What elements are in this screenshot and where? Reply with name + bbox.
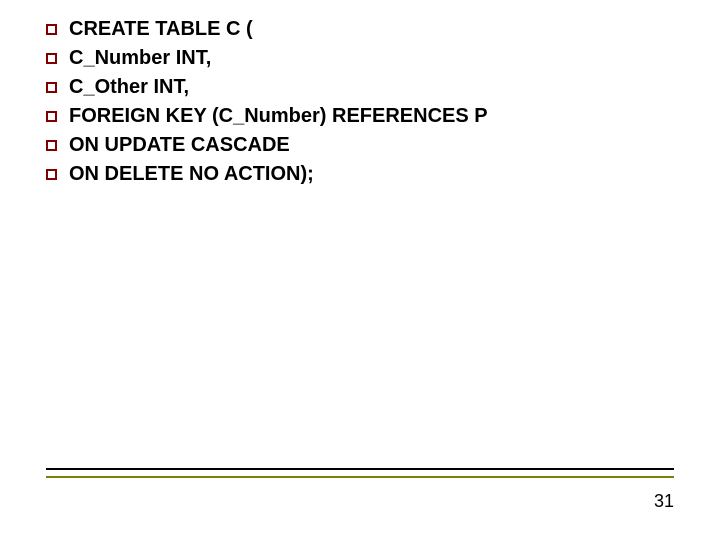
- code-text: C_Other INT,: [69, 76, 189, 99]
- code-line: C_Other INT,: [46, 76, 674, 99]
- bullet-icon: [46, 53, 57, 64]
- horizontal-rule-accent: [46, 476, 674, 478]
- bullet-icon: [46, 140, 57, 151]
- code-text: ON DELETE NO ACTION);: [69, 163, 314, 186]
- code-line: ON DELETE NO ACTION);: [46, 163, 674, 186]
- code-text: CREATE TABLE C (: [69, 18, 253, 41]
- code-text: C_Number INT,: [69, 47, 211, 70]
- bullet-icon: [46, 82, 57, 93]
- code-line: FOREIGN KEY (C_Number) REFERENCES P: [46, 105, 674, 128]
- horizontal-rule: [46, 468, 674, 470]
- code-line: CREATE TABLE C (: [46, 18, 674, 41]
- bullet-icon: [46, 169, 57, 180]
- code-line: ON UPDATE CASCADE: [46, 134, 674, 157]
- slide-container: CREATE TABLE C ( C_Number INT, C_Other I…: [0, 0, 720, 540]
- code-text: FOREIGN KEY (C_Number) REFERENCES P: [69, 105, 488, 128]
- page-number: 31: [654, 491, 674, 512]
- code-text: ON UPDATE CASCADE: [69, 134, 290, 157]
- bullet-icon: [46, 24, 57, 35]
- bullet-icon: [46, 111, 57, 122]
- code-line: C_Number INT,: [46, 47, 674, 70]
